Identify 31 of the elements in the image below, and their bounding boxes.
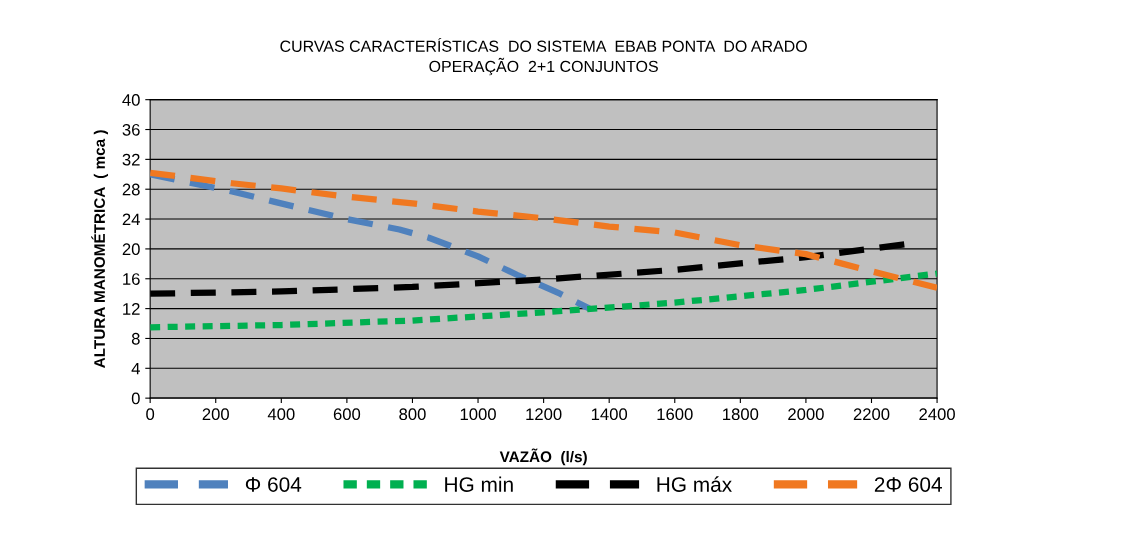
legend-label: Φ 604	[245, 477, 302, 492]
y-tick-label: 28	[122, 183, 140, 196]
y-tick-label: 0	[131, 392, 140, 405]
x-tick-label: 2400	[919, 408, 955, 421]
y-tick-label: 24	[122, 213, 140, 226]
x-tick-label: 1200	[526, 408, 562, 421]
y-tick-label: 12	[123, 303, 140, 315]
y-tick-label: 40	[122, 94, 140, 106]
x-tick-label: 1600	[657, 408, 693, 421]
y-tick-label: 20	[122, 243, 140, 256]
legend-label: 2Φ 604	[874, 477, 942, 492]
x-tick-label: 800	[399, 408, 426, 421]
y-tick-label: 8	[131, 332, 140, 345]
y-axis-title: ALTURA MANOMÉTRICA ( mca )	[91, 130, 109, 368]
x-tick-label: 400	[267, 408, 295, 421]
legend-label: HG min	[445, 476, 513, 492]
x-tick-label: 1400	[591, 408, 628, 421]
chart-title: CURVAS CARACTERÍSTICAS DO SISTEMA EBAB PONTA DO ARADO OPERAÇÃO 2+1 CONJUNTOS	[280, 37, 807, 76]
x-tick-label: 1000	[460, 408, 496, 421]
x-tick-label: 2200	[853, 408, 890, 421]
x-tick-label: 1800	[723, 408, 759, 421]
y-tick-label: 32	[122, 153, 140, 166]
y-tick-label: 4	[131, 362, 140, 375]
x-axis-title: VAZÃO (l/s)	[499, 448, 587, 466]
x-tick-label: 2000	[788, 408, 824, 421]
legend-label: HG máx	[657, 476, 732, 492]
x-tick-label: 0	[146, 408, 155, 421]
y-tick-label: 16	[123, 273, 140, 285]
y-tick-label: 36	[122, 123, 140, 136]
x-tick-label: 600	[333, 408, 361, 421]
x-tick-label: 200	[202, 408, 229, 421]
